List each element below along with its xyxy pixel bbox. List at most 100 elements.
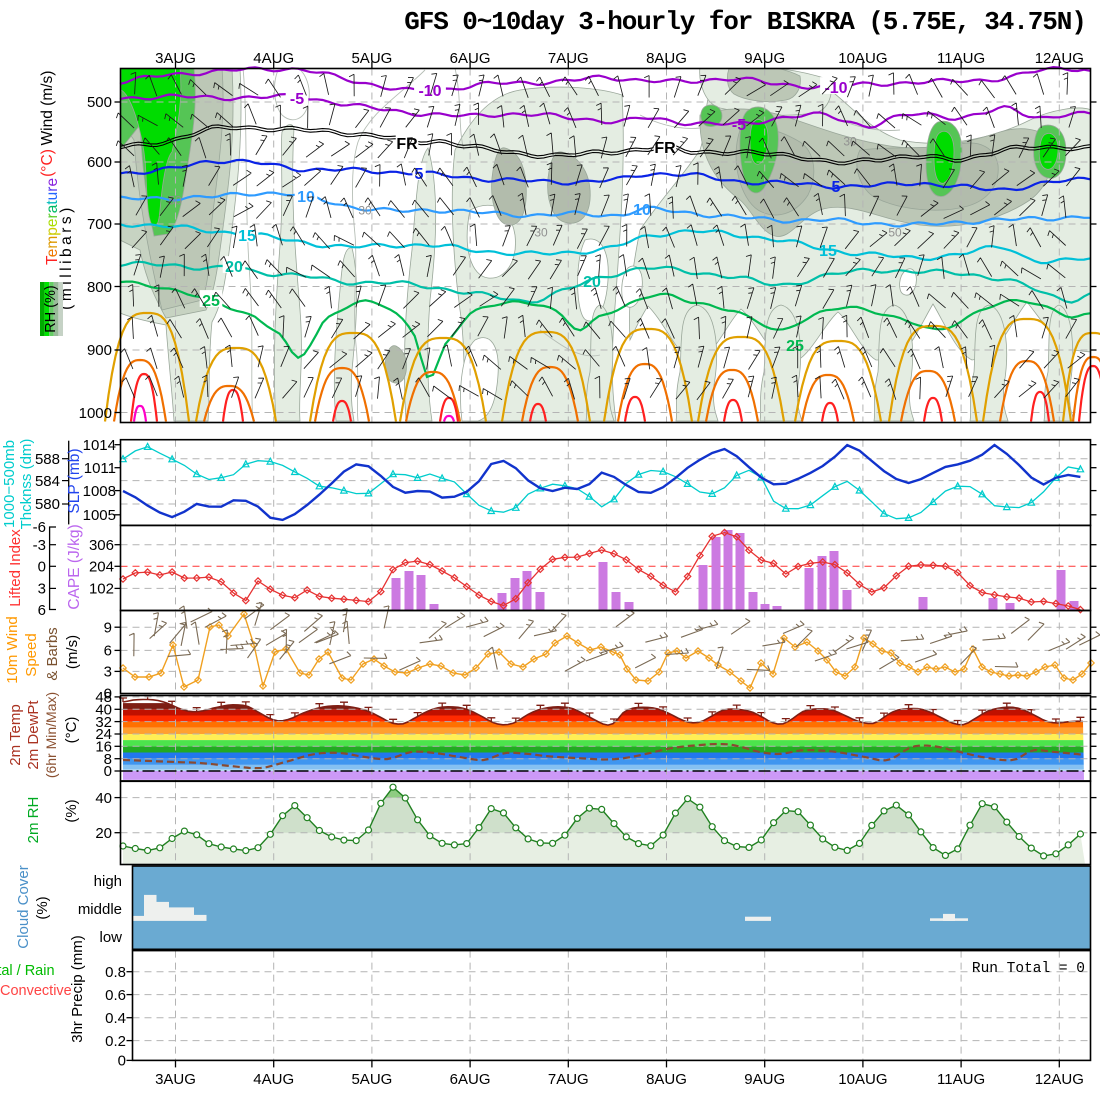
svg-text:0: 0 (104, 686, 112, 703)
svg-text:10AUG: 10AUG (838, 50, 887, 67)
svg-text:20: 20 (583, 274, 601, 291)
svg-text:1005: 1005 (83, 507, 116, 524)
svg-text:(°C): (°C) (39, 149, 56, 177)
svg-text:5: 5 (832, 179, 841, 196)
svg-text:-5: -5 (290, 91, 304, 108)
svg-text:3AUG: 3AUG (155, 1071, 196, 1088)
svg-text:7AUG: 7AUG (548, 1071, 589, 1088)
svg-text:24: 24 (95, 726, 112, 743)
svg-text:(%): (%) (34, 896, 51, 919)
svg-text:9AUG: 9AUG (744, 1071, 785, 1088)
svg-text:600: 600 (87, 154, 112, 171)
svg-text:306: 306 (89, 537, 114, 554)
svg-text:50: 50 (888, 225, 902, 239)
svg-text:16: 16 (95, 739, 112, 756)
svg-text:0.4: 0.4 (105, 1010, 126, 1027)
svg-text:20: 20 (225, 259, 243, 276)
svg-text:12AUG: 12AUG (1035, 50, 1084, 67)
svg-text:5AUG: 5AUG (351, 1071, 392, 1088)
svg-text:-5: -5 (732, 117, 746, 134)
svg-text:0.8: 0.8 (105, 964, 126, 981)
svg-text:8: 8 (104, 751, 112, 768)
svg-text:0: 0 (118, 1053, 126, 1070)
svg-text:-10: -10 (418, 83, 441, 100)
svg-text:(%): (%) (63, 799, 80, 822)
svg-text:8AUG: 8AUG (646, 50, 687, 67)
svg-text:500: 500 (87, 94, 112, 111)
svg-text:4AUG: 4AUG (253, 1071, 294, 1088)
svg-text:584: 584 (35, 473, 60, 490)
svg-text:1000−500mb: 1000−500mb (1, 440, 18, 528)
svg-text:-3: -3 (33, 537, 46, 554)
svg-text:6AUG: 6AUG (450, 1071, 491, 1088)
svg-text:Thcknss (dm): Thcknss (dm) (18, 439, 35, 530)
svg-text:& Barbs: & Barbs (44, 627, 61, 680)
svg-text:25: 25 (202, 293, 220, 310)
svg-text:0: 0 (38, 559, 46, 576)
svg-text:10: 10 (633, 202, 651, 219)
svg-text:50: 50 (168, 193, 182, 207)
svg-text:(°C): (°C) (63, 717, 80, 744)
svg-text:Temperature: Temperature (44, 178, 61, 265)
svg-text:25: 25 (786, 338, 804, 355)
svg-text:12AUG: 12AUG (1035, 1071, 1084, 1088)
svg-text:3: 3 (104, 664, 112, 681)
svg-text:0.6: 0.6 (105, 987, 126, 1004)
svg-text:FR: FR (396, 136, 418, 153)
svg-text:30: 30 (534, 225, 548, 239)
svg-text:9AUG: 9AUG (744, 50, 785, 67)
svg-text:102: 102 (89, 581, 114, 598)
svg-text:Total / Rain: Total / Rain (0, 963, 55, 979)
svg-text:1008: 1008 (83, 483, 116, 500)
svg-text:900: 900 (87, 342, 112, 359)
svg-text:Speed: Speed (23, 633, 40, 676)
svg-text:40: 40 (95, 790, 112, 807)
svg-text:30: 30 (843, 134, 857, 148)
svg-text:10: 10 (297, 189, 315, 206)
svg-text:2m DewPt: 2m DewPt (25, 700, 42, 770)
svg-text:48: 48 (95, 689, 112, 706)
svg-text:1011: 1011 (84, 460, 116, 477)
svg-text:9: 9 (104, 620, 112, 637)
svg-text:-6: -6 (33, 519, 46, 536)
svg-text:6: 6 (104, 643, 112, 660)
svg-text:middle: middle (78, 901, 122, 918)
svg-text:Run Total = 0: Run Total = 0 (972, 961, 1085, 977)
svg-text:low: low (99, 929, 122, 946)
svg-text:3: 3 (38, 581, 46, 598)
svg-text:4AUG: 4AUG (253, 50, 294, 67)
svg-text:30: 30 (358, 203, 372, 217)
svg-text:1000: 1000 (79, 405, 112, 422)
svg-text:15: 15 (238, 228, 256, 245)
svg-text:Wind (m/s): Wind (m/s) (39, 71, 56, 146)
svg-text:2m RH: 2m RH (25, 797, 42, 844)
svg-text:2m Temp: 2m Temp (7, 704, 24, 765)
svg-text:588: 588 (35, 451, 60, 468)
svg-text:11AUG: 11AUG (937, 1071, 985, 1088)
svg-text:580: 580 (35, 496, 60, 513)
svg-text:Cloud Cover: Cloud Cover (15, 865, 32, 948)
svg-text:RH (%): RH (%) (43, 285, 59, 333)
svg-text:Lifted Index: Lifted Index (7, 529, 24, 607)
svg-text:11AUG: 11AUG (937, 50, 985, 67)
svg-text:204: 204 (89, 559, 114, 576)
svg-text:3hr Precip (mm): 3hr Precip (mm) (69, 935, 86, 1043)
svg-text:20: 20 (95, 825, 112, 842)
svg-text:GFS 0~10day 3-hourly for BISKR: GFS 0~10day 3-hourly for BISKRA (5.75E, … (404, 7, 1086, 37)
svg-text:32: 32 (95, 714, 112, 731)
svg-text:0.2: 0.2 (105, 1033, 126, 1050)
svg-text:CAPE (J/kg): CAPE (J/kg) (66, 524, 83, 609)
svg-text:800: 800 (87, 279, 112, 296)
svg-text:FR: FR (654, 140, 676, 157)
svg-text:(6hr Min/Max): (6hr Min/Max) (43, 692, 59, 778)
svg-text:6: 6 (38, 602, 46, 619)
svg-text:3AUG: 3AUG (155, 50, 196, 67)
svg-text:10AUG: 10AUG (838, 1071, 887, 1088)
svg-text:6AUG: 6AUG (450, 50, 491, 67)
svg-text:-10: -10 (824, 80, 847, 97)
svg-text:1014: 1014 (83, 437, 116, 454)
svg-text:10m Wind: 10m Wind (4, 616, 21, 684)
svg-text:high: high (94, 873, 122, 890)
svg-text:Convective: Convective (0, 983, 72, 999)
svg-text:40: 40 (95, 702, 112, 719)
